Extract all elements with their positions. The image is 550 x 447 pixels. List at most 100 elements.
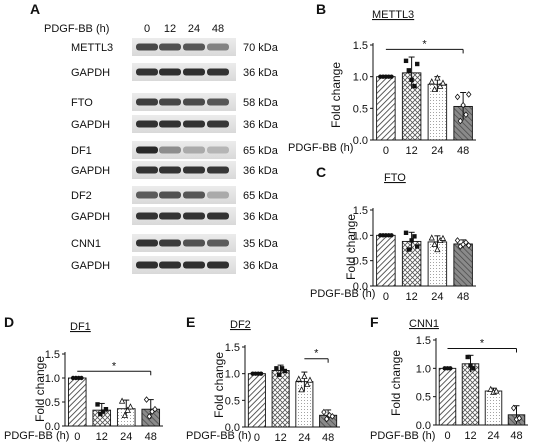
x-axis-label: PDGF-BB (h) <box>4 430 69 442</box>
panel-letter-a: A <box>30 1 40 17</box>
data-point <box>468 363 473 368</box>
blot-row: GAPDH 36 kDa <box>71 207 279 225</box>
data-point <box>121 411 129 419</box>
panel-letter-e: E <box>186 314 195 330</box>
blot-protein-label: DF1 <box>71 145 92 157</box>
data-point <box>409 238 414 243</box>
blot-band <box>207 98 229 106</box>
data-point <box>465 354 470 360</box>
chart-title: DF1 <box>70 321 91 333</box>
blot-band <box>207 146 229 154</box>
data-point <box>152 405 158 413</box>
blot-band <box>207 120 229 128</box>
blot-band <box>207 43 229 51</box>
bar <box>67 377 87 427</box>
data-point <box>510 404 517 412</box>
x-tick-label: 12 <box>96 431 108 443</box>
x-tick-label: 0 <box>254 432 260 444</box>
data-point <box>415 61 420 67</box>
data-point <box>143 396 150 403</box>
y-tick-label: 1.0 <box>353 72 368 84</box>
bar <box>484 390 503 426</box>
blot-band <box>159 239 181 247</box>
blot-row: DF2 65 kDa <box>71 186 279 204</box>
blot-protein-label: GAPDH <box>71 211 110 223</box>
blot-band <box>183 43 205 51</box>
data-point <box>127 403 134 410</box>
data-point <box>324 415 330 423</box>
y-tick-label: 0.0 <box>225 422 240 434</box>
significance-star: * <box>480 338 485 350</box>
data-point <box>493 387 500 394</box>
x-tick-label: 24 <box>487 430 499 442</box>
data-point <box>431 85 438 92</box>
x-tick-label: 0 <box>444 430 450 442</box>
data-point <box>406 68 412 73</box>
data-point <box>415 244 420 249</box>
y-tick-label: 0.0 <box>416 420 431 432</box>
y-tick-label: 0.5 <box>353 103 368 115</box>
blot-kda-label: 36 kDa <box>243 165 279 177</box>
y-tick-label: 1.0 <box>225 369 240 381</box>
blot-band <box>136 191 158 199</box>
blot-timepoint-label: 0 <box>144 23 150 35</box>
data-point <box>301 372 308 379</box>
panel-letter-b: B <box>316 1 326 17</box>
data-point <box>118 397 126 404</box>
chart-title: FTO <box>384 172 406 184</box>
blot-band <box>207 239 229 247</box>
data-point <box>389 233 394 238</box>
blot-row: GAPDH 36 kDa <box>71 115 279 133</box>
x-axis-label: PDGF-BB (h) <box>186 430 251 442</box>
data-point <box>79 375 84 381</box>
y-tick-label: 0.5 <box>353 256 368 268</box>
x-tick-label: 24 <box>298 432 310 444</box>
data-point <box>389 74 394 79</box>
blot-band <box>136 166 158 174</box>
blot-band <box>159 98 181 106</box>
blot-row: CNN1 35 kDa <box>71 234 279 252</box>
data-point <box>412 234 417 239</box>
blot-timepoint-label: 48 <box>212 23 224 35</box>
chart-title: CNN1 <box>409 318 439 330</box>
blot-band <box>207 261 229 269</box>
data-point <box>326 411 333 419</box>
blot-kda-label: 70 kDa <box>243 42 279 54</box>
data-point <box>466 91 472 98</box>
x-tick-label: 12 <box>275 432 287 444</box>
y-tick-label: 1.5 <box>225 342 240 354</box>
blot-band <box>136 43 158 51</box>
data-point <box>103 407 109 412</box>
x-tick-label: 12 <box>406 145 418 157</box>
blot-row: GAPDH 36 kDa <box>71 256 279 274</box>
blot-timepoint-label: 12 <box>164 23 176 35</box>
data-point <box>406 247 412 252</box>
x-tick-label: 12 <box>406 291 418 303</box>
data-point <box>454 237 461 244</box>
blot-kda-label: 36 kDa <box>243 260 279 272</box>
y-tick-label: 0.0 <box>353 135 368 147</box>
panel-letter-d: D <box>4 314 14 330</box>
blot-band <box>159 146 181 154</box>
blot-band <box>183 166 205 174</box>
data-point <box>437 82 444 89</box>
blot-band <box>183 239 205 247</box>
blot-band <box>159 261 181 269</box>
data-point <box>277 372 282 377</box>
x-tick-label: 0 <box>74 431 80 443</box>
y-tick-label: 0.0 <box>45 421 60 433</box>
bar <box>453 243 473 287</box>
data-point <box>321 408 327 416</box>
data-point <box>434 245 441 253</box>
blot-band <box>207 212 229 220</box>
blot-protein-label: METTL3 <box>71 42 113 54</box>
x-tick-label: 48 <box>457 145 469 157</box>
data-point <box>329 412 336 420</box>
y-tick-label: 1.0 <box>416 363 431 375</box>
data-point <box>98 411 103 417</box>
y-axis-label: Fold change <box>329 62 343 128</box>
x-tick-label: 24 <box>431 291 443 303</box>
x-axis-label: PDGF-BB (h) <box>310 288 375 300</box>
blot-row: GAPDH 36 kDa <box>71 161 279 179</box>
